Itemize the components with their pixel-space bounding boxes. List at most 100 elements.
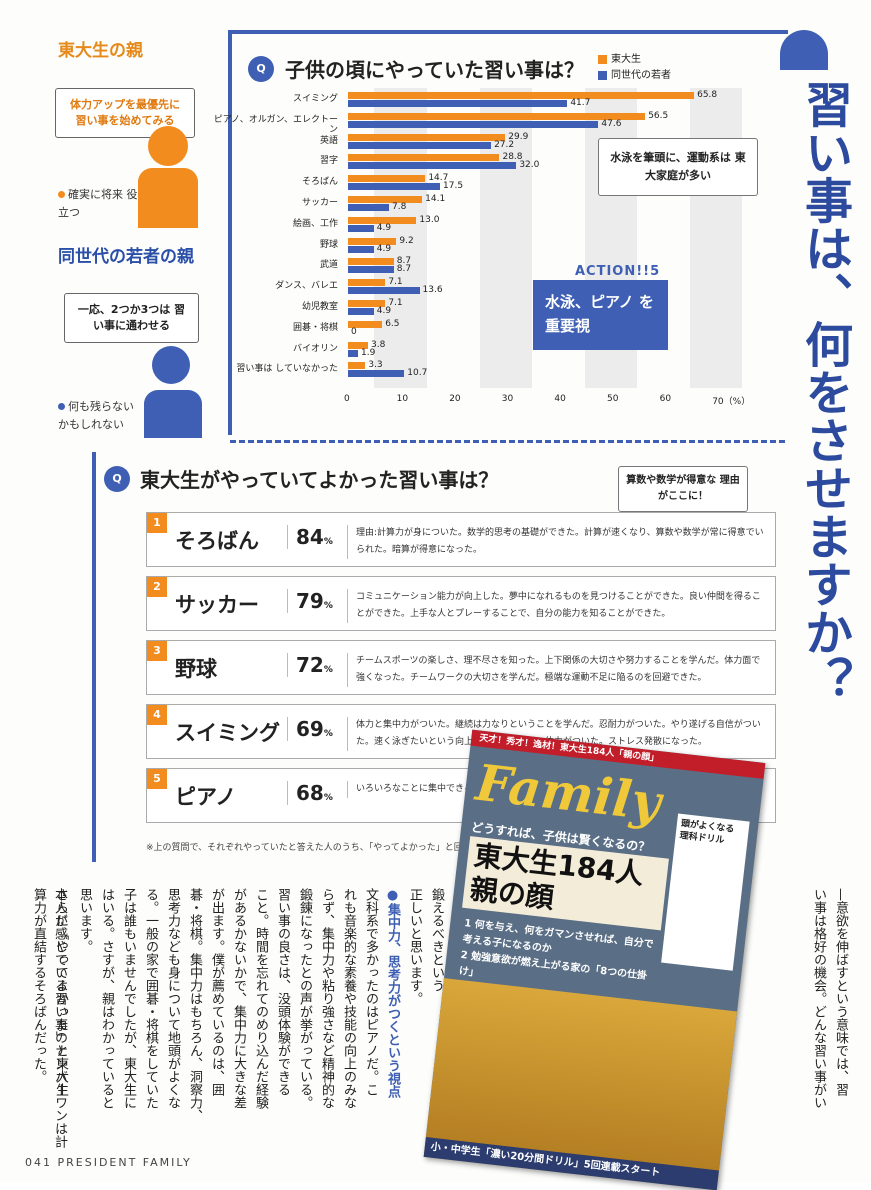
chart1-frame — [228, 30, 788, 435]
value-label: 27.2 — [494, 139, 515, 150]
rank-percent: 68% — [287, 781, 342, 805]
rank-activity: サッカー — [175, 593, 259, 617]
body-text-column: が出ます。僕が薦めているのは、囲 — [209, 888, 224, 1096]
parent1-avatar-body — [138, 168, 198, 228]
body-text-column: 碁・将棋。集中力はもちろん、洞察力、 — [187, 888, 202, 1122]
body-text-column: 正しいと思います。 — [407, 888, 422, 1005]
body-text-column: 鍛錬になったとの声が挙がっている。 — [297, 888, 312, 1109]
bar-peers — [348, 100, 568, 107]
chart1-legend: 東大生 同世代の若者 — [598, 52, 671, 84]
category-label: 英語 — [319, 135, 338, 146]
category-label: ダンス、バレエ — [275, 281, 338, 292]
body-text-column: 習い事の良さは、没頭体験ができる — [275, 888, 290, 1096]
bar-todai — [348, 341, 368, 349]
chart2-q-badge: Q — [104, 466, 130, 492]
bar-peers — [348, 162, 517, 170]
value-label: 29.9 — [508, 131, 529, 142]
value-label: 4.9 — [376, 222, 392, 233]
rank-activity: スイミング — [175, 721, 280, 745]
value-label: 32.0 — [519, 160, 540, 171]
legend-swatch-orange — [598, 54, 607, 64]
value-label: 13.0 — [419, 214, 440, 225]
x-tick-label: 40 — [554, 394, 566, 404]
bar-todai — [348, 258, 394, 266]
body-text-column: らず、集中力や粘り強さなど精神的な — [319, 888, 334, 1109]
body-text-column: —意欲を伸ばすという意味では、習 — [833, 888, 848, 1096]
rank-number: 4 — [147, 705, 167, 725]
parent1-heading: 東大生の親 — [58, 41, 143, 61]
parent2-note: 何も残らない かもしれない — [58, 400, 134, 431]
magazine-side-box: 頭がよくなる 理科ドリル — [661, 813, 750, 971]
chart1-q-badge: Q — [248, 56, 274, 82]
body-text-column: る。一般の家で囲碁・将棋をしていた — [143, 888, 158, 1109]
rank-number: 5 — [147, 769, 167, 789]
legend-item-peers: 同世代の若者 — [598, 68, 671, 84]
value-label: 0 — [351, 326, 357, 337]
rank-percent: 79% — [287, 589, 342, 613]
magazine-logo: Family — [473, 752, 664, 833]
body-text-column: があるかないかで、集中力に大きな差 — [231, 888, 246, 1109]
value-label: 6.5 — [385, 318, 400, 329]
body-text-column: さらに「やってよかった」と東大生 — [53, 888, 68, 1096]
category-label: そろばん — [301, 177, 338, 188]
body-text-column: 子は誰もいませんでしたが、東大生に — [121, 888, 136, 1109]
legend-item-todai: 東大生 — [598, 52, 671, 68]
page-footer: 041 PRESIDENT FAMILY — [25, 1156, 192, 1169]
headline: 習い事は、何をさせますか？ — [796, 80, 852, 704]
value-label: 3.8 — [370, 339, 386, 350]
bar-peers — [348, 141, 492, 149]
body-subheading: ●集中力、思考力がつくという視点 — [385, 888, 400, 1098]
ranking-row: 3 野球 72% チームスポーツの楽しさ、理不尽さを知った。上下関係の大切さや努力する… — [146, 640, 776, 695]
bar-todai — [348, 196, 423, 203]
value-label: 8.7 — [396, 264, 412, 275]
bar-peers — [348, 224, 374, 232]
category-label: 習い事は していなかった — [236, 364, 338, 375]
parent1-speech-bubble: 体力アップを最優先に 習い事を始めてみる — [55, 88, 195, 138]
body-text-column: はいる。さすが、親はわかっていると — [99, 888, 114, 1109]
rank-activity: そろばん — [175, 529, 259, 553]
rank-reason: 理由:計算力が身についた。数学的思考の基礎ができた。計算が速くなり、算数や数学が… — [347, 525, 767, 559]
bar-peers — [348, 266, 394, 274]
value-label: 7.8 — [392, 202, 407, 212]
bar-todai — [348, 216, 417, 224]
x-tick-label: 10 — [396, 394, 409, 404]
value-label: 13.6 — [422, 285, 443, 296]
ranking-row: 2 サッカー 79% コミュニケーション能力が向上した。夢中になれるものを見つけること… — [146, 576, 776, 631]
parent2-heading: 同世代の若者の親 — [58, 247, 194, 267]
bar-peers — [348, 183, 441, 191]
x-tick-label: 30 — [501, 394, 514, 404]
value-label: 14.7 — [428, 173, 449, 184]
category-label: 絵画、工作 — [292, 218, 338, 229]
grid-band — [689, 88, 743, 388]
x-tick-label: 70（%） — [712, 397, 751, 407]
bar-peers — [348, 308, 374, 315]
rank-reason: コミュニケーション能力が向上した。夢中になれるものを見つけることができた。良い仲… — [347, 589, 767, 623]
value-label: 65.8 — [697, 90, 718, 100]
value-label: 56.5 — [648, 110, 669, 121]
chart2-question: 東大生がやっていてよかった習い事は？ — [140, 468, 499, 492]
bar-todai — [348, 154, 500, 162]
bar-todai — [348, 320, 383, 328]
x-tick-label: 60 — [659, 394, 672, 404]
value-label: 28.8 — [502, 152, 523, 163]
rank-number: 3 — [147, 641, 167, 661]
bar-todai — [348, 112, 646, 120]
category-label: サッカー — [301, 198, 338, 208]
action-box: 水泳、ピアノ を重要視 — [533, 280, 668, 350]
bar-peers — [348, 120, 599, 128]
body-text-column: 鍛えるべきという — [429, 888, 444, 992]
rank-reason: チームスポーツの楽しさ、理不尽さを知った。上下関係の大切さや努力することを学んだ… — [347, 653, 767, 687]
chart2-frame — [92, 452, 790, 862]
bar-todai — [348, 175, 426, 183]
value-label: 47.6 — [601, 118, 622, 129]
value-label: 4.9 — [376, 243, 392, 254]
rank-activity: 野球 — [175, 657, 217, 681]
x-tick-label: 50 — [607, 394, 619, 404]
legend-swatch-blue — [598, 70, 607, 80]
section-divider — [230, 440, 785, 443]
x-tick-label: 0 — [344, 394, 350, 404]
bullet-icon — [58, 403, 65, 410]
category-label: ピアノ、オルガン、エレクトーン — [213, 114, 338, 135]
bar-peers — [348, 287, 420, 295]
bar-peers — [348, 370, 405, 378]
